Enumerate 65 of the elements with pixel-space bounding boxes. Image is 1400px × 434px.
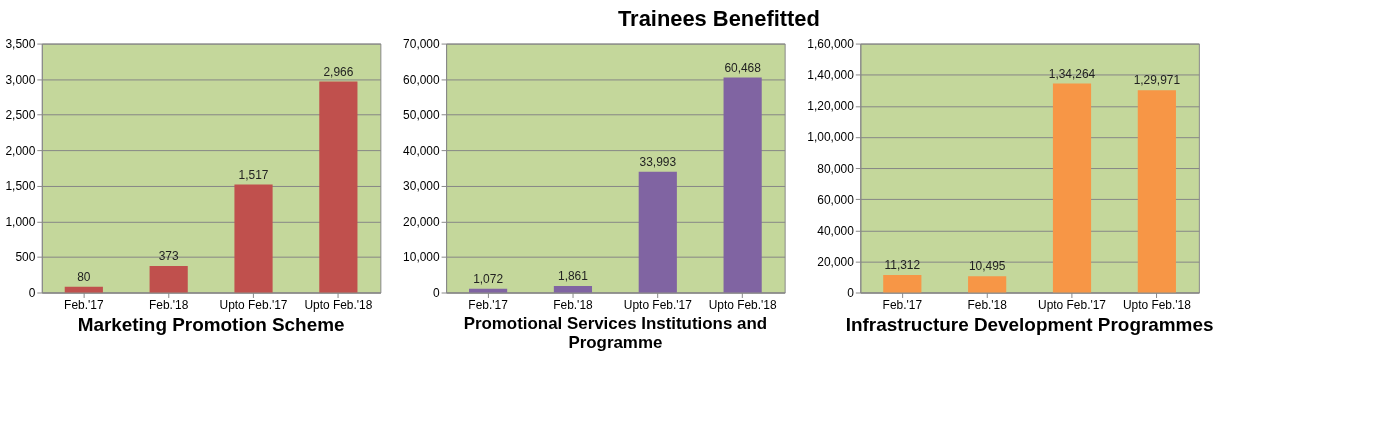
data-label: 1,29,971 [1133, 73, 1181, 88]
x-tick-label: Upto Feb.'17 [1038, 297, 1107, 312]
bar [723, 77, 762, 293]
y-tick-label: 1,500 [5, 179, 36, 194]
x-tick-label: Feb.'18 [967, 297, 1008, 312]
y-tick-label: 1,60,000 [807, 37, 855, 52]
y-tick-label: 60,000 [817, 192, 855, 207]
y-tick-label: 80,000 [817, 161, 855, 176]
y-tick-label: 60,000 [403, 72, 440, 87]
bar [553, 285, 593, 293]
y-tick-label: 1,40,000 [807, 68, 855, 83]
data-label: 1,517 [238, 167, 269, 182]
text: Marketing Promotion Scheme [77, 314, 345, 336]
y-tick-label: 1,000 [5, 214, 36, 229]
bar [638, 171, 677, 293]
y-tick-label: 0 [28, 285, 36, 300]
bar [149, 265, 188, 293]
y-tick-label: 50,000 [403, 108, 440, 123]
x-tick-label: Upto Feb.'17 [219, 297, 288, 312]
y-tick-label: 3,000 [5, 72, 36, 87]
y-tick-label: 30,000 [403, 179, 440, 194]
text: Trainees Benefitted [617, 5, 820, 31]
y-tick-label: 2,500 [5, 108, 36, 123]
bar [968, 276, 1007, 293]
text: Promotional Services Institutions and Programme [463, 314, 768, 353]
x-tick-label: Feb.'18 [148, 297, 189, 312]
data-label: 11,312 [884, 257, 921, 272]
data-label: 10,495 [968, 259, 1006, 274]
data-label: 1,34,264 [1048, 66, 1096, 81]
y-tick-label: 0 [432, 285, 440, 300]
y-tick-label: 20,000 [817, 254, 855, 269]
data-label: 80 [77, 269, 91, 284]
y-tick-label: 1,20,000 [807, 99, 855, 114]
x-tick-label: Feb.'17 [468, 297, 509, 312]
bar [469, 288, 508, 293]
data-label: 33,993 [639, 154, 677, 169]
data-label: 1,861 [558, 268, 589, 283]
y-tick-label: 40,000 [403, 143, 440, 158]
x-tick-label: Feb.'17 [882, 297, 923, 312]
data-label: 2,966 [323, 64, 354, 79]
y-tick-label: 70,000 [403, 37, 440, 52]
x-tick-label: Feb.'18 [553, 297, 594, 312]
data-label: 373 [158, 249, 179, 264]
bar [883, 274, 922, 293]
data-label: 60,468 [724, 60, 762, 75]
bar [1137, 90, 1176, 293]
bar [1052, 83, 1092, 293]
y-tick-label: 1,00,000 [807, 130, 855, 145]
y-tick-label: 2,000 [5, 143, 36, 158]
y-tick-label: 3,500 [5, 37, 36, 52]
x-tick-label: Upto Feb.'17 [623, 297, 693, 312]
bar [319, 81, 358, 293]
bar [64, 286, 103, 293]
y-tick-label: 20,000 [403, 214, 440, 229]
y-tick-label: 10,000 [403, 250, 440, 265]
x-tick-label: Feb.'17 [64, 297, 104, 312]
bar [234, 184, 273, 293]
y-tick-label: 500 [15, 250, 36, 265]
data-label: 1,072 [473, 271, 504, 286]
y-tick-label: 40,000 [817, 223, 855, 238]
text: Infrastructure Development Programmes [845, 314, 1214, 336]
y-tick-label: 0 [847, 285, 855, 300]
x-tick-label: Upto Feb.'18 [304, 297, 373, 312]
x-tick-label: Upto Feb.'18 [1122, 297, 1192, 312]
x-tick-label: Upto Feb.'18 [708, 297, 777, 312]
